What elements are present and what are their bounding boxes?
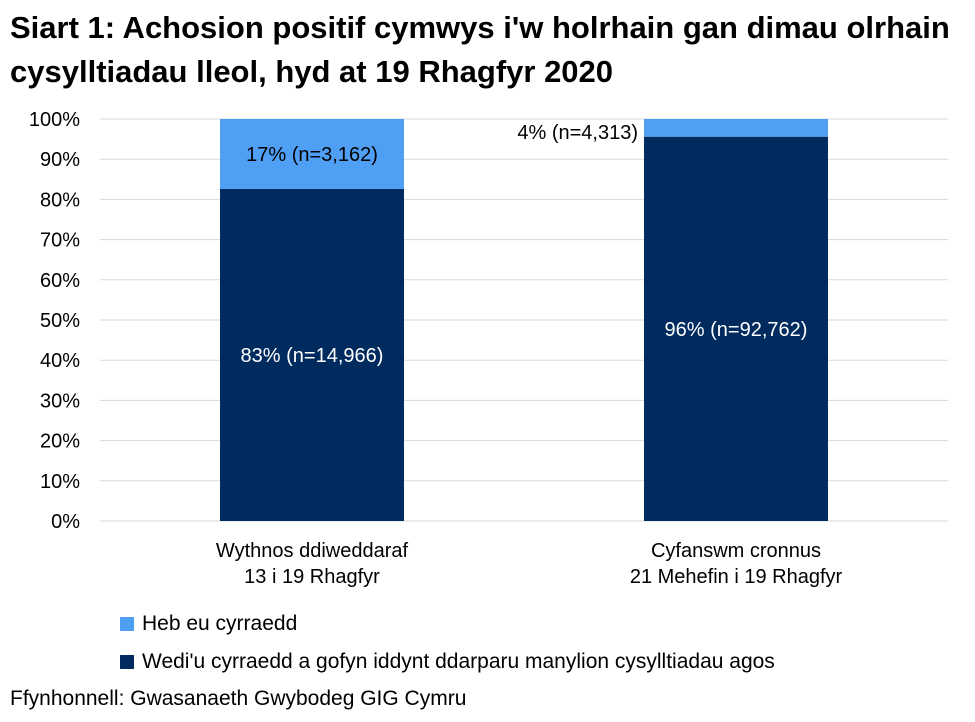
- data-label: 4% (n=4,313): [517, 122, 638, 144]
- bar-segment: [220, 119, 404, 189]
- x-category-label: 13 i 19 Rhagfyr: [244, 566, 380, 588]
- data-label: 96% (n=92,762): [665, 319, 808, 341]
- y-tick-label: 0%: [51, 511, 80, 533]
- x-category-label: Wythnos ddiweddaraf: [216, 540, 409, 562]
- bars: 83% (n=14,966) 17% (n=3,162) 96% (n=92,762…: [220, 119, 828, 522]
- legend-swatch-not-reached: [120, 617, 134, 631]
- data-label: 17% (n=3,162): [246, 144, 378, 166]
- x-axis-labels: Wythnos ddiweddaraf 13 i 19 Rhagfyr Cyfans…: [216, 540, 843, 588]
- source-note: Ffynhonnell: Gwasanaeth Gwybodeg GIG Cym…: [10, 687, 467, 710]
- y-tick-label: 90%: [40, 149, 80, 171]
- y-axis-ticks: 0% 10% 20% 30% 40% 50% 60% 70% 80% 90% 100%: [29, 109, 80, 533]
- bar-segment: [644, 136, 828, 522]
- bar-segment: [644, 119, 828, 137]
- y-tick-label: 20%: [40, 431, 80, 453]
- y-tick-label: 10%: [40, 471, 80, 493]
- y-tick-label: 70%: [40, 230, 80, 252]
- legend-label-reached: Wedi'u cyrraedd a gofyn iddynt ddarparu …: [142, 650, 775, 673]
- y-tick-label: 40%: [40, 350, 80, 372]
- legend-item-not-reached: Heb eu cyrraedd: [120, 612, 297, 636]
- x-category-label: 21 Mehefin i 19 Rhagfyr: [630, 566, 843, 588]
- legend-label-not-reached: Heb eu cyrraedd: [142, 612, 298, 635]
- y-tick-label: 30%: [40, 390, 80, 412]
- y-tick-label: 50%: [40, 310, 80, 332]
- bar-segment: [220, 188, 404, 521]
- data-label: 83% (n=14,966): [241, 345, 384, 367]
- chart-title: Siart 1: Achosion positif cymwys i'w hol…: [10, 10, 950, 89]
- x-category-label: Cyfanswm cronnus: [651, 540, 821, 562]
- stacked-bar-chart: 0% 10% 20% 30% 40% 50% 60% 70% 80% 90% 100% 83% (n…: [29, 109, 948, 588]
- y-tick-label: 80%: [40, 189, 80, 211]
- legend-swatch-reached: [120, 655, 134, 669]
- y-tick-label: 60%: [40, 270, 80, 292]
- legend-item-reached: Wedi'u cyrraedd a gofyn iddynt ddarparu …: [120, 650, 775, 674]
- y-tick-label: 100%: [29, 109, 80, 131]
